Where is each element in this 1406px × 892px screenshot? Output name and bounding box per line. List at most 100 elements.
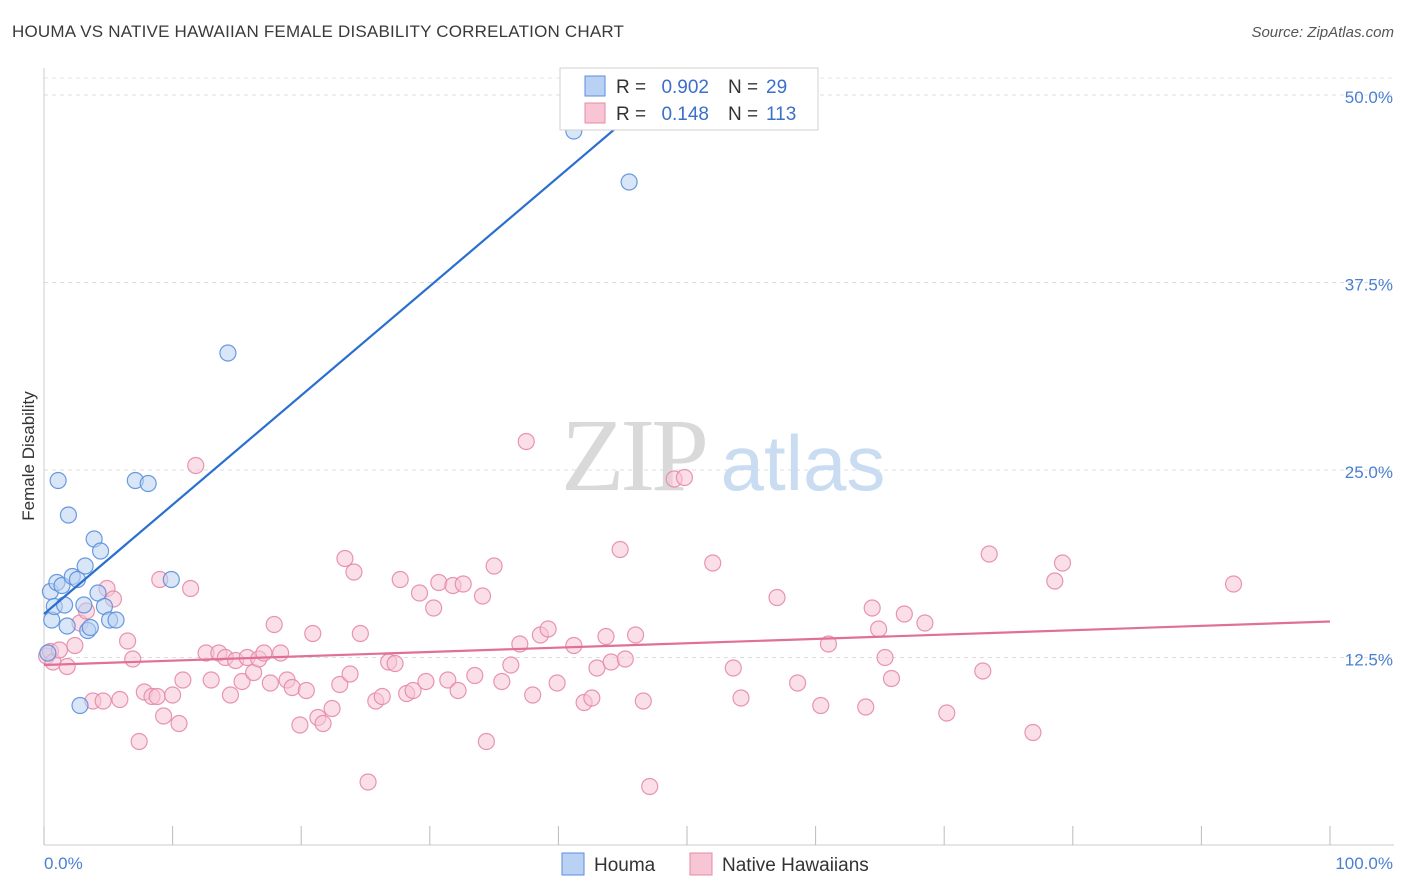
- native-point-44: [304, 624, 322, 643]
- native-point-95: [724, 659, 742, 677]
- native-point-87: [611, 540, 629, 559]
- native-legend-n-value: 113: [766, 104, 796, 125]
- native-point-114: [1224, 575, 1243, 593]
- native-point-63: [425, 599, 443, 617]
- native-point-70: [473, 587, 492, 605]
- native-point-5: [66, 636, 84, 655]
- native-point-98: [788, 674, 807, 692]
- houma-point-26: [219, 344, 237, 362]
- houma-point-0: [39, 644, 57, 662]
- native-point-103: [870, 620, 888, 638]
- native-point-93: [675, 468, 694, 487]
- chart-title: HOUMA VS NATIVE HAWAIIAN FEMALE DISABILI…: [12, 22, 625, 41]
- y-tick-labels: 12.5% 25.0% 37.5% 50.0%: [1345, 88, 1393, 670]
- native-point-43: [297, 681, 315, 700]
- native-point-111: [1024, 723, 1042, 742]
- native-point-52: [351, 624, 369, 643]
- native-trend-line: [43, 620, 1331, 667]
- houma-point-5: [49, 471, 67, 490]
- native-point-15: [130, 732, 148, 751]
- trend-lines: [43, 94, 1331, 667]
- native-point-69: [466, 666, 484, 685]
- houma-legend-n-label: N =: [728, 77, 758, 98]
- native-point-47: [323, 699, 341, 718]
- native-point-91: [641, 777, 659, 796]
- x-tick-label-0: 0.0%: [44, 854, 83, 873]
- houma-point-22: [107, 611, 125, 629]
- source-label: Source: ZipAtlas.com: [1251, 24, 1394, 41]
- native-point-64: [430, 573, 448, 592]
- houma-bottom-legend-label: Houma: [594, 855, 656, 876]
- native-point-96: [732, 689, 750, 707]
- native-bottom-legend-label: Native Hawaiians: [722, 855, 869, 876]
- native-point-49: [336, 549, 354, 568]
- houma-point-7: [55, 596, 74, 614]
- houma-point-24: [139, 474, 157, 493]
- native-point-88: [616, 650, 634, 668]
- native-point-107: [916, 614, 934, 632]
- native-point-41: [283, 678, 301, 697]
- native-legend-swatch: [584, 102, 606, 124]
- native-point-108: [938, 704, 956, 722]
- native-point-73: [493, 672, 511, 691]
- houma-points: [39, 122, 638, 715]
- native-point-20: [154, 707, 173, 725]
- native-point-13: [118, 632, 137, 650]
- native-point-71: [477, 732, 495, 751]
- native-point-12: [111, 690, 129, 709]
- native-point-72: [485, 557, 503, 575]
- houma-legend-r-label: R =: [616, 77, 646, 98]
- native-point-113: [1053, 554, 1072, 572]
- native-point-109: [974, 662, 992, 680]
- native-point-79: [539, 620, 557, 638]
- native-point-62: [417, 672, 435, 691]
- native-point-53: [359, 773, 377, 791]
- native-point-57: [386, 654, 404, 673]
- watermark-zip: ZIP: [561, 398, 705, 513]
- native-point-38: [265, 615, 283, 634]
- native-point-94: [704, 554, 722, 572]
- native-point-30: [221, 686, 240, 704]
- native-point-105: [882, 669, 901, 688]
- native-point-27: [202, 671, 220, 689]
- native-point-97: [768, 588, 786, 607]
- y-tick-label-1: 25.0%: [1345, 463, 1393, 482]
- native-point-100: [819, 635, 838, 653]
- native-point-37: [261, 674, 279, 692]
- watermark-atlas: atlas: [721, 419, 886, 507]
- native-point-4: [58, 657, 76, 676]
- x-tick-labels: 0.0% 100.0%: [44, 854, 1393, 873]
- y-tick-label-2: 37.5%: [1345, 276, 1393, 295]
- houma-trend-line: [43, 94, 656, 615]
- native-point-61: [410, 584, 429, 602]
- native-point-25: [187, 456, 205, 475]
- native-point-74: [502, 656, 520, 674]
- native-point-23: [174, 671, 192, 689]
- houma-point-25: [162, 570, 180, 589]
- native-point-58: [391, 570, 409, 589]
- native-bottom-legend-swatch: [689, 852, 713, 876]
- native-point-90: [634, 692, 652, 710]
- native-point-80: [548, 674, 566, 692]
- native-point-67: [449, 681, 467, 700]
- native-point-110: [980, 545, 998, 563]
- legend-box: R = 0.902 N = 29 R = 0.148 N = 113: [559, 67, 819, 131]
- native-point-42: [291, 716, 309, 734]
- native-point-112: [1046, 572, 1064, 590]
- y-tick-label-0: 12.5%: [1345, 651, 1393, 670]
- grid-lines: [44, 77, 1394, 658]
- houma-point-8: [58, 617, 76, 635]
- houma-point-16: [81, 618, 99, 637]
- houma-point-9: [59, 506, 78, 524]
- native-point-86: [602, 653, 620, 671]
- native-point-24: [182, 579, 200, 598]
- native-point-18: [148, 687, 166, 706]
- native-point-102: [863, 599, 881, 617]
- native-point-106: [895, 605, 913, 623]
- native-point-21: [164, 686, 182, 704]
- native-point-85: [597, 627, 615, 646]
- native-point-99: [812, 696, 830, 715]
- native-point-77: [524, 686, 542, 704]
- bottom-legend: Houma Native Hawaiians: [561, 852, 869, 876]
